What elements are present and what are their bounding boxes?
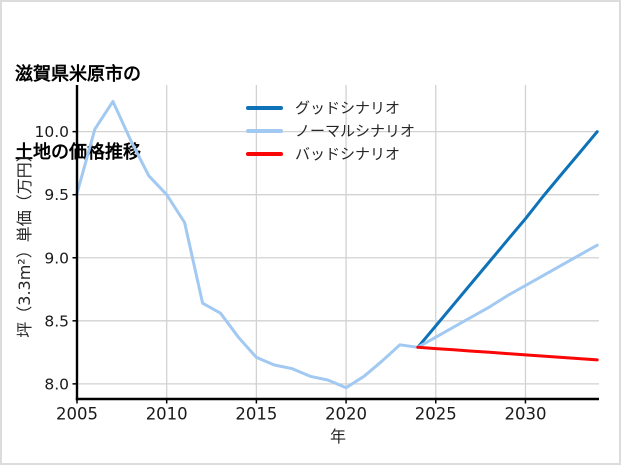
svg-text:2005: 2005 [56, 405, 98, 424]
svg-text:2015: 2015 [235, 405, 277, 424]
svg-text:2010: 2010 [146, 405, 188, 424]
axis-spines [75, 85, 599, 401]
legend-item-good: グッドシナリオ [246, 98, 415, 117]
svg-text:2030: 2030 [504, 405, 546, 424]
series-line-1 [75, 99, 599, 390]
svg-text:9.5: 9.5 [44, 186, 69, 204]
legend-item-normal: ノーマルシナリオ [246, 121, 415, 140]
svg-text:8.5: 8.5 [44, 312, 69, 330]
svg-text:10.0: 10.0 [34, 123, 69, 141]
series-line-2 [416, 345, 599, 362]
legend: グッドシナリオ ノーマルシナリオ バッドシナリオ [246, 98, 415, 163]
svg-text:9.0: 9.0 [44, 249, 69, 267]
legend-label-good: グッドシナリオ [295, 99, 401, 117]
y-axis-label: 坪（3.3m²）単価（万円） [15, 146, 34, 338]
legend-item-bad: バッドシナリオ [246, 144, 415, 163]
chart-title-line1: 滋賀県米原市の [15, 64, 141, 85]
x-tick-labels: 2005 2010 2015 2020 2025 2030 [56, 405, 546, 424]
tick-marks [72, 130, 527, 404]
legend-swatch-bad-line [246, 151, 283, 156]
legend-label-normal: ノーマルシナリオ [295, 122, 416, 140]
legend-swatch-normal-line [246, 128, 283, 133]
legend-label-bad: バッドシナリオ [295, 145, 401, 163]
legend-swatch-good-line [246, 105, 283, 110]
svg-text:2025: 2025 [415, 405, 457, 424]
svg-text:8.0: 8.0 [44, 375, 69, 393]
svg-text:2020: 2020 [325, 405, 367, 424]
series-lines [75, 99, 599, 390]
series-line-0 [416, 130, 599, 349]
y-tick-labels: 8.0 8.5 9.0 9.5 10.0 [34, 123, 69, 393]
x-axis-label: 年 [329, 427, 347, 446]
